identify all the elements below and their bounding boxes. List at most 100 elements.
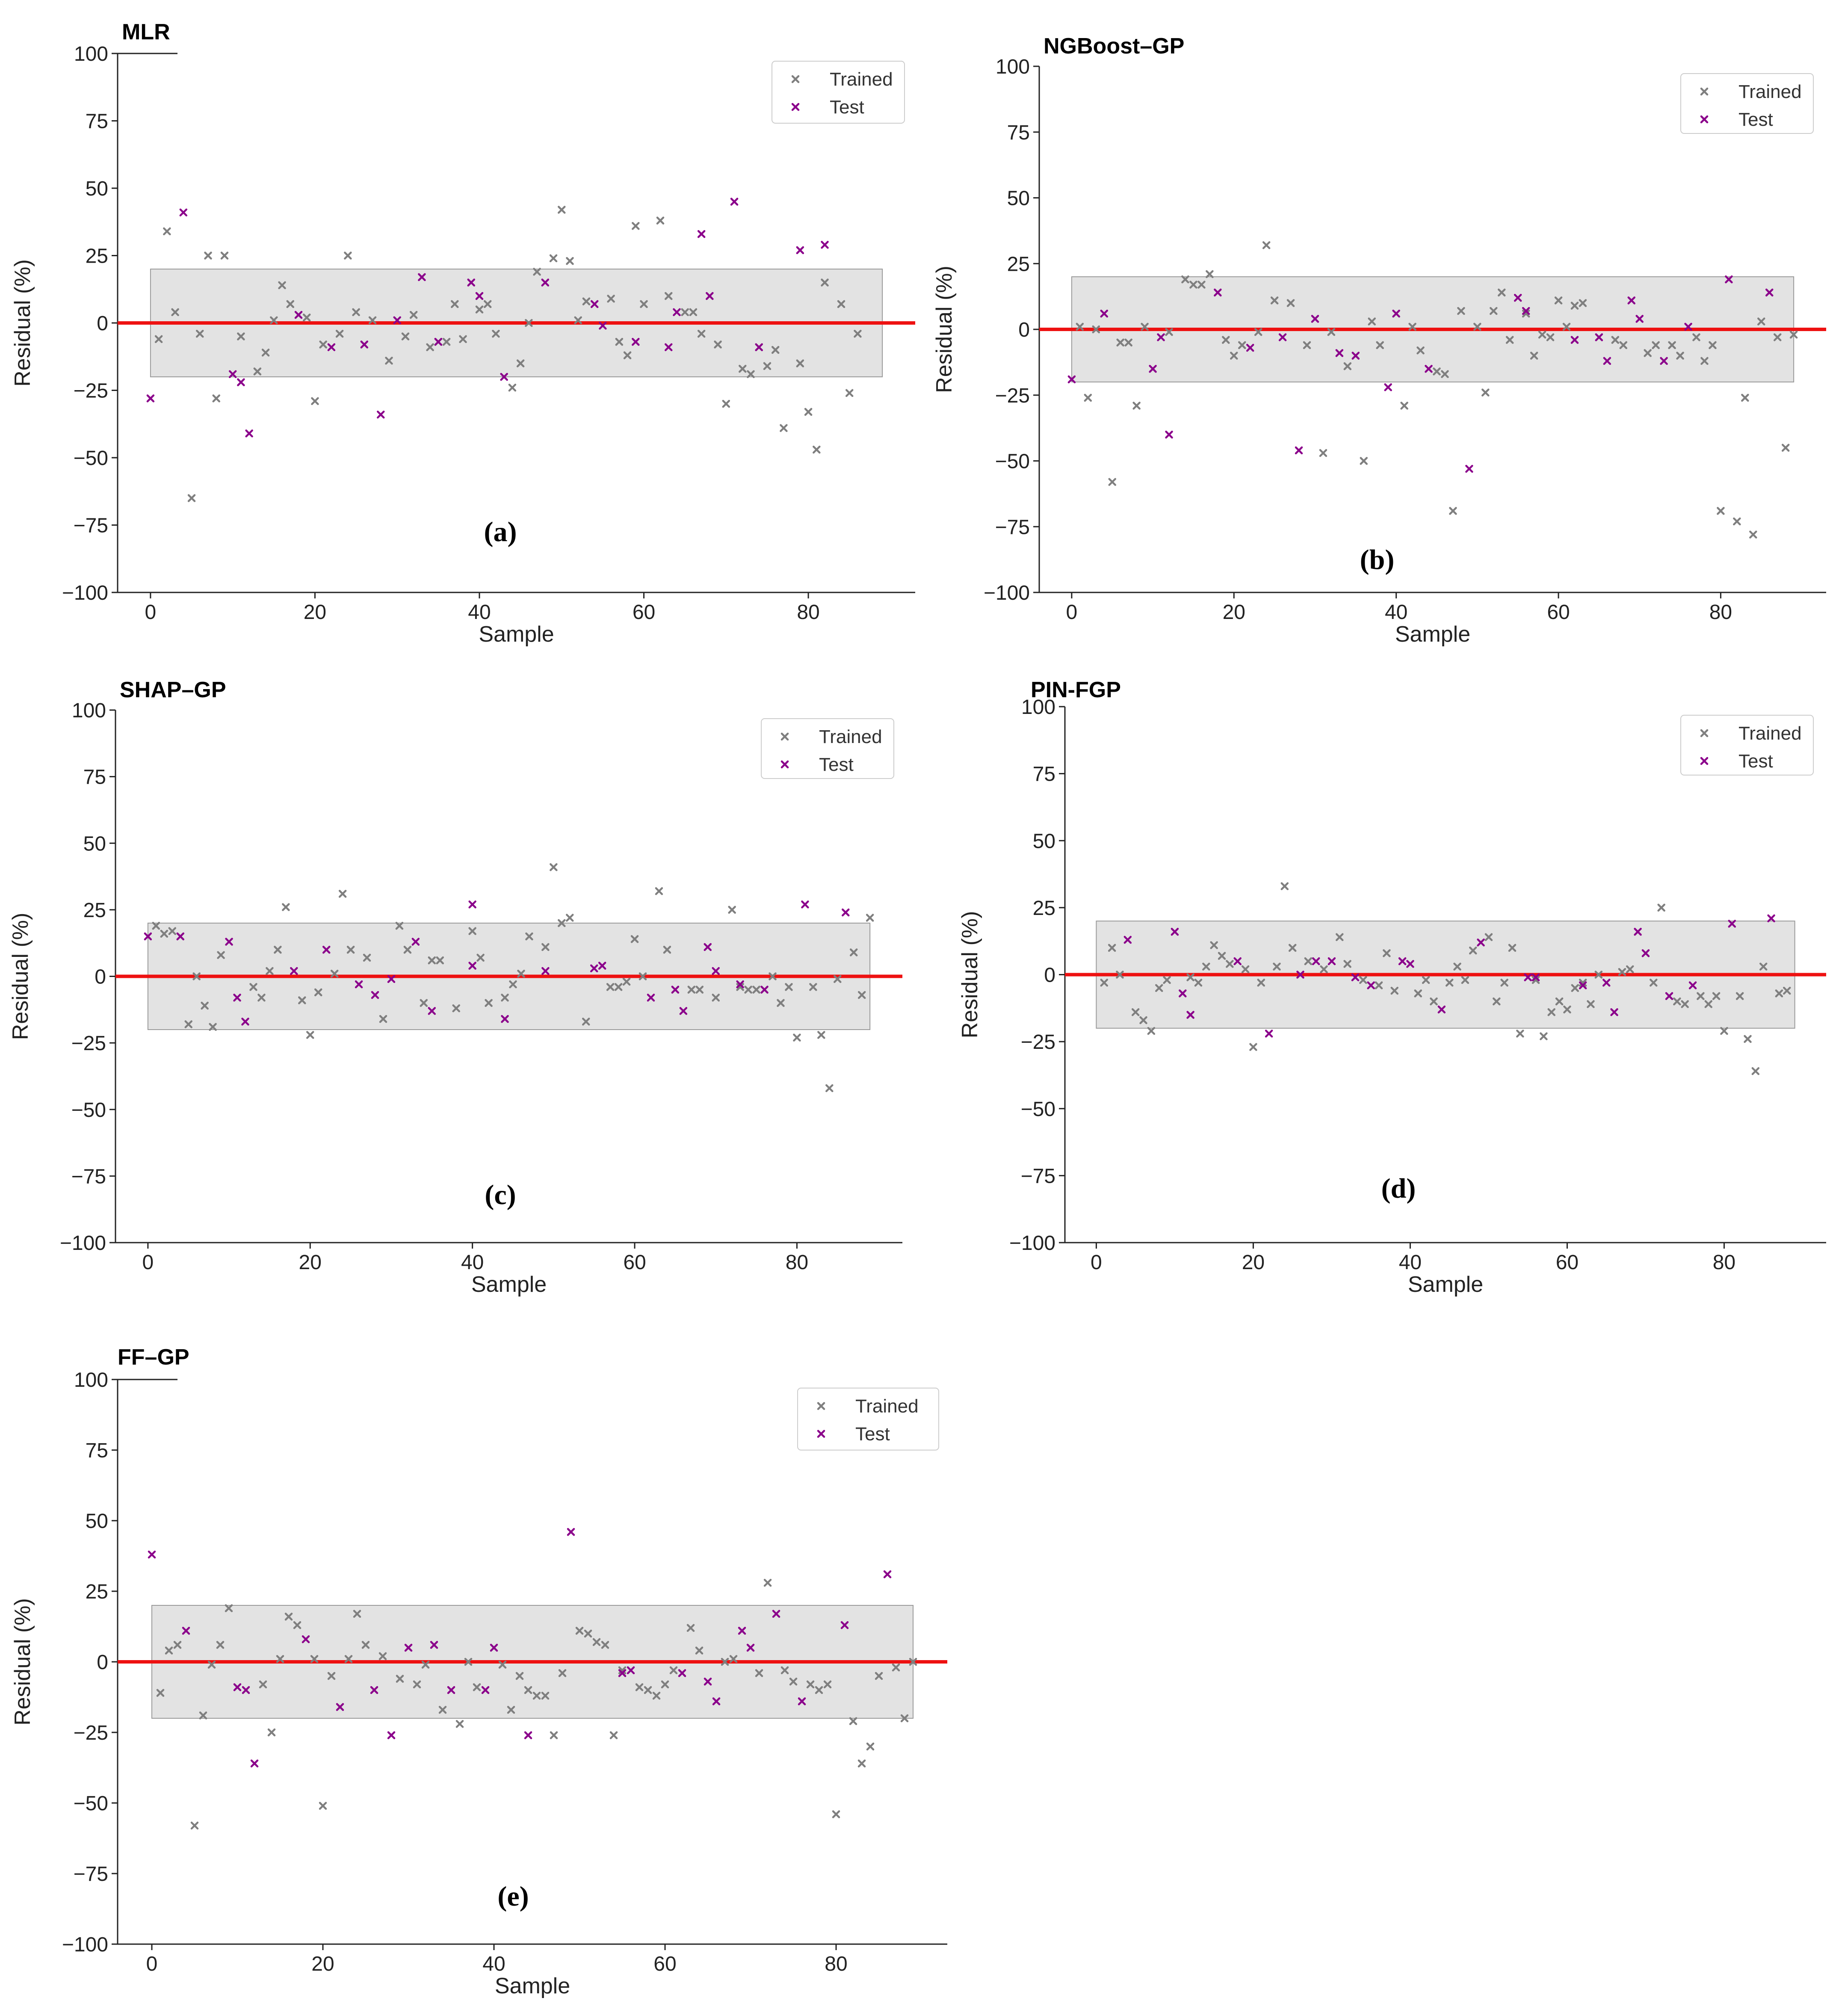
trained-point	[1461, 976, 1469, 984]
test-point	[322, 946, 331, 954]
y-tick-label: 50	[1033, 830, 1055, 853]
trained-point	[363, 953, 371, 962]
y-tick-label: 100	[1021, 696, 1055, 719]
trained-point	[436, 956, 444, 965]
test-point	[176, 932, 185, 941]
legend-box	[797, 1388, 939, 1451]
trained-point	[1618, 968, 1626, 976]
trained-point	[156, 1689, 165, 1697]
x-tick-label: 20	[1223, 601, 1245, 624]
trained-point	[1108, 944, 1116, 952]
trained-point	[1657, 903, 1665, 912]
x-tick-label: 60	[1547, 601, 1570, 624]
trained-point	[1587, 1000, 1595, 1008]
trained-point	[1652, 341, 1660, 349]
trained-point	[804, 408, 813, 416]
test-point	[377, 410, 385, 419]
trained-point	[485, 999, 493, 1007]
trained-point	[1700, 357, 1709, 365]
test-point	[697, 230, 706, 238]
legend-trained-label: Trained	[819, 726, 882, 747]
test-point	[1570, 336, 1579, 344]
y-tick-label: −25	[74, 380, 108, 403]
test-point	[647, 994, 655, 1002]
trained-point	[549, 254, 558, 263]
trained-point	[199, 1711, 207, 1720]
test-point	[1311, 315, 1319, 323]
trained-point	[1197, 281, 1206, 289]
trained-point	[274, 946, 282, 954]
y-tick-label: 25	[1007, 253, 1030, 275]
x-tick-label: 20	[1242, 1251, 1265, 1274]
trained-point	[311, 397, 319, 405]
test-point	[250, 1759, 259, 1767]
trained-point	[1206, 270, 1214, 278]
trained-point	[1084, 394, 1092, 402]
trained-point	[1194, 979, 1203, 987]
x-tick-label: 60	[653, 1953, 676, 1975]
test-point	[237, 378, 245, 386]
trained-point	[1563, 1005, 1571, 1014]
test-point	[840, 1621, 849, 1629]
trained-point	[1400, 402, 1408, 410]
test-point	[1406, 960, 1414, 968]
legend-trained-label: Trained	[830, 69, 893, 90]
trained-point	[501, 994, 509, 1002]
x-tick-label: 40	[468, 601, 491, 624]
y-tick-label: 50	[86, 1510, 108, 1533]
x-tick-label: 20	[299, 1251, 322, 1274]
y-tick-label: −75	[1021, 1165, 1055, 1187]
test-point	[355, 980, 363, 989]
trained-point	[171, 308, 179, 317]
legend-test-marker	[817, 1430, 825, 1438]
trained-point	[1516, 1030, 1524, 1038]
test-point	[524, 1731, 532, 1739]
trained-point	[1336, 933, 1344, 941]
trained-point	[165, 1646, 173, 1655]
legend-trained-marker	[1700, 87, 1709, 96]
y-axis-label: Residual (%)	[8, 913, 33, 1040]
test-point	[411, 938, 420, 946]
panel-label: (d)	[1381, 1173, 1416, 1204]
trained-point	[728, 906, 736, 914]
trained-point	[302, 314, 311, 322]
trained-point	[823, 1680, 832, 1689]
trained-point	[1186, 973, 1194, 982]
test-point	[182, 1627, 190, 1635]
y-tick-label: 50	[1007, 187, 1030, 210]
test-point	[738, 1627, 746, 1635]
chart-panel-c: 100 75 50 25 0 −25 −50 −75 −100 0 20 40 60 80 Sample Re…	[8, 678, 902, 1297]
trained-point	[744, 986, 752, 994]
trained-point	[455, 1720, 464, 1728]
x-tick-label: 20	[311, 1953, 334, 1975]
trained-point	[821, 278, 829, 287]
trained-point	[1650, 979, 1658, 987]
trained-point	[1783, 986, 1791, 995]
trained-point	[1490, 307, 1498, 315]
trained-point	[712, 994, 720, 1002]
trained-point	[249, 983, 257, 991]
trained-point	[615, 337, 624, 346]
legend: Trained Test	[797, 1388, 939, 1451]
test-point	[1367, 981, 1375, 989]
trained-point	[771, 346, 780, 354]
trained-point	[607, 295, 615, 303]
test-point	[387, 1731, 396, 1739]
legend-test-label: Test	[819, 754, 854, 775]
trained-point	[190, 1821, 199, 1830]
legend-trained-marker	[791, 75, 800, 83]
legend-trained-marker	[817, 1402, 825, 1410]
trained-point	[1304, 957, 1313, 965]
chart-title: SHAP–GP	[120, 678, 226, 702]
test-point	[1531, 973, 1540, 982]
trained-point	[216, 1641, 225, 1649]
trained-point	[582, 1018, 590, 1026]
trained-point	[1611, 336, 1620, 344]
trained-point	[1433, 367, 1441, 376]
test-point	[712, 967, 720, 975]
trained-point	[1704, 1000, 1712, 1008]
trained-point	[566, 914, 574, 922]
test-point	[1728, 920, 1736, 928]
trained-point	[1165, 328, 1173, 336]
test-point	[404, 1643, 413, 1652]
